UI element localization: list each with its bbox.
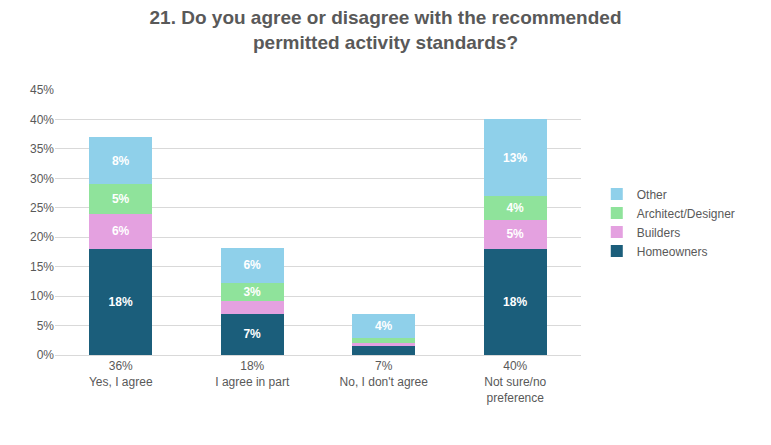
svg-text:10%: 10%: [30, 289, 54, 303]
svg-text:4%: 4%: [375, 319, 393, 333]
svg-text:5%: 5%: [112, 192, 130, 206]
svg-text:21. Do you agree or disagree w: 21. Do you agree or disagree with the re…: [150, 7, 622, 53]
svg-text:5%: 5%: [37, 319, 55, 333]
svg-text:4%: 4%: [506, 201, 524, 215]
svg-text:40%Not sure/nopreference: 40%Not sure/nopreference: [484, 359, 546, 404]
svg-text:Other: Other: [637, 188, 667, 202]
svg-text:8%: 8%: [112, 154, 130, 168]
svg-text:15%: 15%: [30, 260, 54, 274]
svg-text:6%: 6%: [243, 258, 261, 272]
svg-text:40%: 40%: [30, 113, 54, 127]
svg-text:3%: 3%: [243, 285, 261, 299]
svg-text:18%: 18%: [109, 295, 133, 309]
svg-text:6%: 6%: [112, 224, 130, 238]
svg-text:18%I agree in part: 18%I agree in part: [215, 359, 290, 389]
svg-text:Homeowners: Homeowners: [637, 245, 708, 259]
svg-text:13%: 13%: [503, 151, 527, 165]
svg-text:30%: 30%: [30, 172, 54, 186]
svg-text:18%: 18%: [503, 295, 527, 309]
svg-text:Builders: Builders: [637, 226, 680, 240]
svg-text:Architect/Designer: Architect/Designer: [637, 207, 735, 221]
svg-text:36%Yes, I agree: 36%Yes, I agree: [89, 359, 153, 389]
svg-text:0%: 0%: [37, 348, 55, 362]
svg-text:45%: 45%: [30, 83, 54, 97]
svg-text:5%: 5%: [506, 227, 524, 241]
svg-text:20%: 20%: [30, 230, 54, 244]
svg-text:7%: 7%: [243, 327, 261, 341]
svg-text:7%No, I don't agree: 7%No, I don't agree: [340, 359, 429, 389]
svg-text:35%: 35%: [30, 142, 54, 156]
svg-text:25%: 25%: [30, 201, 54, 215]
